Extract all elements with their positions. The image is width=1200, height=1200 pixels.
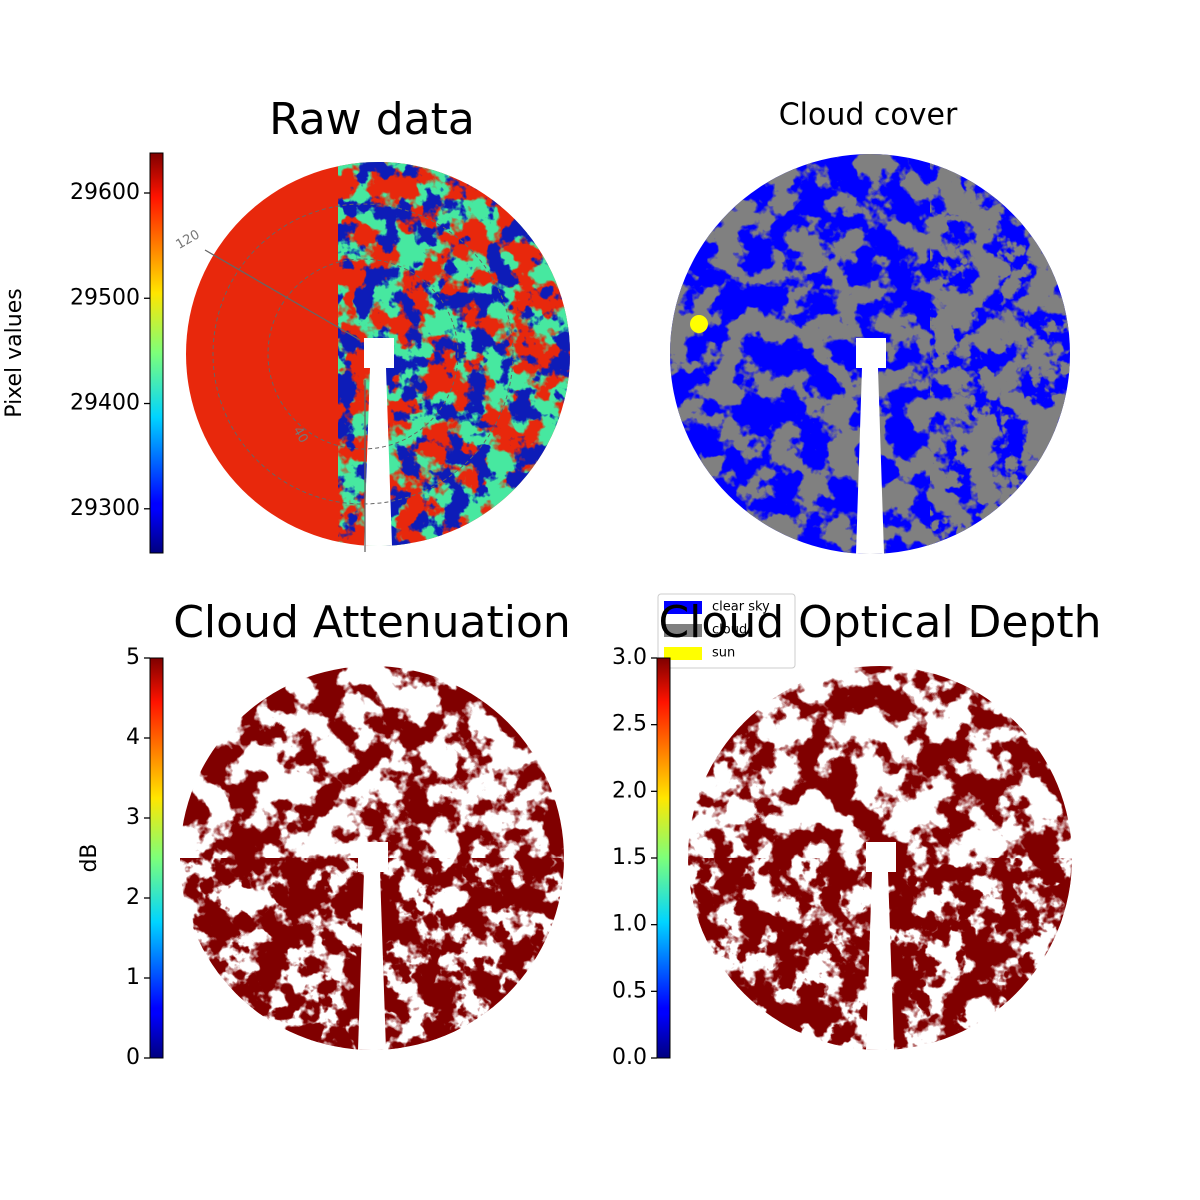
legend-label: clear sky: [712, 600, 770, 615]
polar-grid: [212, 203, 514, 505]
mask-arm: [358, 872, 386, 1050]
image: [688, 666, 1072, 1050]
legend-swatch: [664, 624, 702, 637]
colorbar-tick-label: 0.0: [612, 1045, 647, 1070]
panel-title: Cloud Optical Depth: [658, 597, 1101, 648]
colorbar: [656, 657, 671, 1059]
colorbar-tick-label: 5: [126, 645, 140, 670]
image-blobs: [338, 162, 570, 546]
mask-arm: [364, 368, 392, 546]
panel: Cloud Attenuation 0 1 2 3 4 5 dB: [77, 597, 571, 1070]
colorbar-tick-label: 29500: [70, 285, 140, 310]
image: [180, 666, 564, 1050]
colorbar-tick-label: 29300: [70, 496, 140, 521]
colorbar-label: dB: [77, 843, 102, 872]
image: [670, 154, 1070, 554]
legend-label: cloud: [712, 623, 747, 638]
mask-square: [856, 338, 886, 368]
panel: Raw data 120 40 29300 29400 29500 29600 Pixel v…: [2, 94, 570, 554]
sun-marker: [690, 315, 708, 333]
colorbar-tick-label: 2.5: [612, 712, 647, 737]
colorbar-tick-label: 2: [126, 885, 140, 910]
colorbar-tick-label: 1: [126, 965, 140, 990]
panel: Cloud cover clear sky cloud sun: [657, 98, 1070, 669]
panel: Cloud Optical Depth 0.0 0.5 1.0 1.5 2.0 2.5 3.0: [612, 597, 1102, 1070]
colorbar-tick-label: 29600: [70, 180, 140, 205]
legend-swatch: [664, 647, 702, 660]
colorbar-tick-label: 3: [126, 805, 140, 830]
mask-arm: [856, 368, 884, 554]
colorbar-tick-label: 1.5: [612, 845, 647, 870]
legend-label: sun: [712, 646, 735, 661]
panel-title: Raw data: [269, 94, 475, 145]
colorbar-tick-label: 0: [126, 1045, 140, 1070]
panel-title: Cloud cover: [779, 98, 958, 133]
colorbar-tick-label: 3.0: [612, 645, 647, 670]
colorbar-label: Pixel values: [2, 288, 27, 417]
polar-label: 40: [289, 424, 310, 446]
panel-title: Cloud Attenuation: [173, 597, 571, 648]
colorbar-tick-label: 1.0: [612, 912, 647, 937]
mask-square: [364, 338, 394, 368]
polar-label: 120: [173, 227, 202, 252]
colorbar: [149, 657, 164, 1059]
colorbar-tick-label: 29400: [70, 391, 140, 416]
legend-swatch: [664, 601, 702, 614]
colorbar-tick-label: 0.5: [612, 978, 647, 1003]
image: [186, 162, 570, 546]
colorbar-tick-label: 4: [126, 725, 140, 750]
mask-square: [866, 842, 896, 872]
mask-square: [358, 842, 388, 872]
polar-grid: [267, 258, 459, 450]
colorbar: [149, 152, 164, 554]
image-blobs: [930, 154, 1070, 554]
mask-arm: [866, 872, 894, 1050]
colorbar-tick-label: 2.0: [612, 778, 647, 803]
polar-axis: [204, 249, 361, 341]
